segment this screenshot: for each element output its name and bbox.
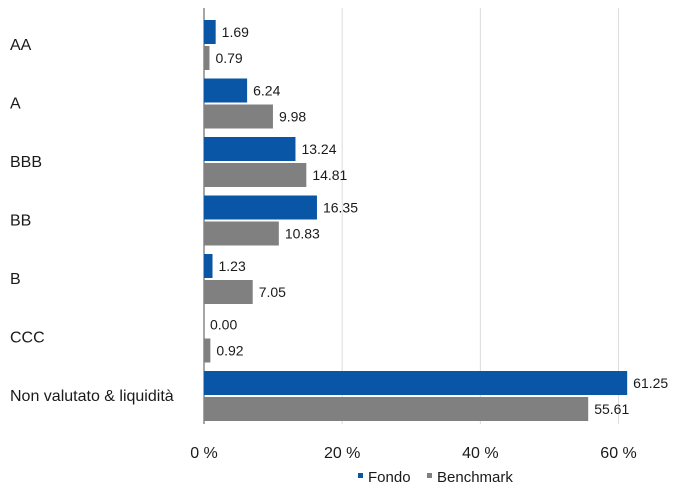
category-label: CCC	[10, 330, 45, 347]
legend: Fondo Benchmark	[358, 469, 513, 486]
x-tick-label: 60 %	[600, 445, 636, 462]
bar-fondo	[204, 20, 216, 44]
bar-benchmark	[204, 221, 279, 246]
x-tick-label: 40 %	[462, 445, 498, 462]
data-label: 13.24	[301, 141, 336, 157]
bar-benchmark	[204, 163, 307, 187]
bar-benchmark	[204, 46, 210, 70]
data-label: 1.23	[218, 258, 245, 274]
data-label: 0.92	[216, 343, 243, 359]
data-label: 0.79	[215, 50, 242, 66]
data-label: 55.61	[594, 401, 629, 417]
data-label: 9.98	[279, 109, 306, 125]
data-label: 10.83	[285, 226, 320, 242]
category-label: AA	[10, 37, 32, 54]
bar-benchmark	[204, 280, 253, 304]
legend-swatch	[427, 473, 432, 478]
category-label: BB	[10, 213, 31, 230]
category-label: A	[10, 96, 21, 113]
category-label: Non valutato & liquidità	[10, 388, 174, 405]
bars	[204, 20, 628, 421]
bar-fondo	[204, 371, 628, 395]
data-label: 61.25	[633, 375, 668, 391]
bar-fondo	[204, 254, 213, 278]
x-tick-label: 0 %	[190, 445, 218, 462]
data-label: 16.35	[323, 200, 358, 216]
x-tick-label: 20 %	[324, 445, 360, 462]
data-label: 6.24	[253, 83, 280, 99]
legend-label: Fondo	[368, 469, 411, 486]
category-label: B	[10, 271, 21, 288]
bar-benchmark	[204, 397, 589, 421]
bar-fondo	[204, 195, 317, 220]
bar-benchmark	[204, 104, 273, 129]
data-label: 1.69	[222, 24, 249, 40]
data-label: 0.00	[210, 317, 237, 333]
bar-fondo	[204, 137, 296, 161]
bar-benchmark	[204, 338, 211, 363]
legend-label: Benchmark	[437, 469, 513, 486]
data-label: 7.05	[259, 284, 286, 300]
legend-swatch	[358, 473, 363, 478]
category-label: BBB	[10, 154, 42, 171]
bar-fondo	[204, 78, 248, 103]
data-label: 14.81	[312, 167, 347, 183]
